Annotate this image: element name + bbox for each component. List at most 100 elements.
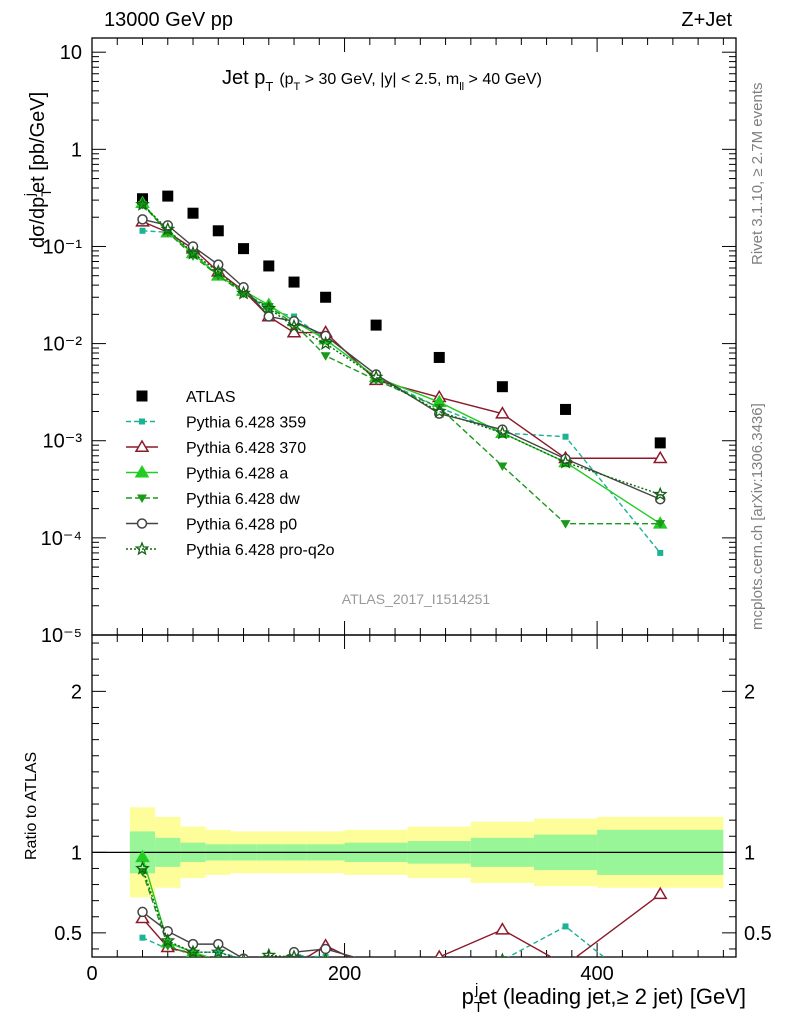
- y-tick-label-main: 10⁻³: [43, 431, 83, 453]
- main-title: Jet pT (pT > 30 GeV, |y| < 2.5, mll > 40 …: [222, 67, 542, 94]
- data-point-atlas: [654, 437, 666, 449]
- legend-marker-p370: [134, 439, 150, 452]
- ratio-point-dw: [238, 956, 249, 957]
- data-point-atlas: [433, 351, 445, 363]
- ratio-point-a: [215, 952, 221, 957]
- data-point-p359: [657, 549, 664, 556]
- ratio-point-proq2o: [210, 944, 226, 957]
- ratio-point-p359: [266, 957, 272, 963]
- ratio-point-p0: [498, 961, 507, 970]
- data-point-proq2o: [160, 221, 176, 236]
- data-point-p0: [137, 214, 148, 225]
- data-point-atlas: [288, 276, 300, 288]
- ratio-point-dw: [264, 962, 274, 971]
- y-tick-label-main: 10⁻²: [43, 334, 83, 356]
- data-point-atlas: [187, 207, 199, 219]
- ratio-point-proq2o: [655, 961, 666, 972]
- legend-label-proq2o: Pythia 6.428 pro-q2o: [186, 542, 335, 559]
- ratio-point-dw: [371, 966, 381, 975]
- y-tick-label-main: 10⁻⁵: [41, 625, 82, 647]
- ratio-point-p370: [370, 964, 382, 974]
- ratio-point-p0: [561, 961, 570, 970]
- data-point-proq2o: [495, 425, 510, 440]
- data-point-atlas: [560, 403, 572, 415]
- x-tick-label: 400: [580, 963, 613, 985]
- y-tick-label-ratio: 2: [71, 681, 82, 703]
- ratio-point-p0: [187, 938, 199, 950]
- y-tick-label-ratio-right: 1: [744, 842, 755, 864]
- data-point-dw: [560, 520, 571, 529]
- ratio-point-p370: [495, 922, 510, 935]
- ratio-point-p0: [137, 906, 148, 918]
- ratio-point-dw: [213, 956, 224, 957]
- data-point-proq2o: [236, 285, 251, 300]
- legend-label-atlas: ATLAS: [186, 389, 236, 406]
- y-tick-label-ratio: 1: [71, 842, 82, 864]
- ratio-point-proq2o: [135, 860, 150, 875]
- data-point-proq2o: [652, 486, 668, 501]
- ratio-point-proq2o: [370, 961, 381, 972]
- ratio-point-p0: [213, 938, 224, 950]
- header-right: Z+Jet: [681, 9, 732, 31]
- legend-label-p370: Pythia 6.428 370: [186, 440, 306, 457]
- ratio-point-proq2o: [286, 949, 302, 957]
- axis-ticks: [91, 38, 736, 957]
- ratio-point-p359: [436, 962, 442, 968]
- legend-marker-dw: [137, 494, 147, 503]
- data-point-proq2o: [318, 335, 333, 350]
- ratio-point-p370: [288, 959, 300, 969]
- data-point-p0: [497, 424, 508, 435]
- ratio-series-layer: [135, 849, 668, 976]
- ratio-point-a: [370, 959, 382, 969]
- ratio-point-dw: [289, 962, 299, 971]
- x-tick-label: 0: [86, 963, 97, 985]
- ratio-point-p370: [434, 949, 444, 957]
- axis-tick-labels: 0 200 400 10 1 10⁻¹ 10⁻² 10⁻³ 10⁻⁴ 10⁻⁵ 0.5 0.5 1 1 2 2: [41, 42, 772, 985]
- ratio-point-p0: [320, 943, 331, 955]
- legend-marker-p359: [139, 418, 145, 425]
- data-point-proq2o: [135, 196, 150, 211]
- main-series-layer: [135, 190, 668, 556]
- ratio-point-proq2o: [160, 933, 176, 948]
- ratio-point-proq2o: [434, 962, 446, 973]
- ratio-point-proq2o: [500, 952, 505, 957]
- data-point-atlas: [212, 225, 224, 237]
- ratio-point-p0: [435, 965, 444, 974]
- ratio-panel-frame: [91, 634, 737, 958]
- y-tick-label-main: 1: [71, 139, 82, 161]
- data-point-proq2o: [286, 318, 302, 333]
- data-point-p370: [495, 406, 510, 419]
- y-tick-label-ratio-right: 0.5: [744, 923, 772, 945]
- ratio-point-p370: [652, 886, 668, 900]
- data-point-atlas: [162, 190, 174, 202]
- legend: ATLAS Pythia 6.428 359 Pythia 6.428 370 Pyt…: [126, 389, 335, 559]
- data-point-proq2o: [431, 403, 447, 418]
- rivet-version-label: Rivet 3.1.10, ≥ 2.7M events: [749, 83, 766, 266]
- ratio-point-p370: [263, 959, 275, 969]
- ratio-point-proq2o: [185, 944, 201, 957]
- x-tick-label: 200: [328, 963, 361, 985]
- data-point-dw: [320, 352, 331, 361]
- y-tick-label-main: 10: [60, 42, 82, 64]
- legend-marker-atlas: [136, 390, 148, 402]
- legend-label-a: Pythia 6.428 a: [186, 466, 288, 483]
- ratio-point-a: [496, 959, 508, 969]
- data-point-dw: [497, 462, 508, 471]
- ratio-point-a: [268, 955, 270, 957]
- ratio-point-a: [433, 959, 445, 969]
- y-tick-label-main: 10⁻¹: [43, 236, 83, 258]
- y-tick-label-main: 10⁻⁴: [41, 528, 82, 550]
- main-y-axis-label: dσ/dpTjet [pb/GeV]: [21, 92, 54, 248]
- ratio-point-p0: [372, 959, 381, 968]
- header-left: 13000 GeV pp: [104, 9, 233, 31]
- ratio-point-dw: [434, 966, 444, 975]
- data-point-atlas: [320, 291, 332, 303]
- data-point-atlas: [370, 319, 382, 331]
- analysis-id: ATLAS_2017_I1514251: [342, 591, 491, 607]
- ratio-point-p370: [135, 910, 150, 924]
- legend-marker-a: [134, 465, 150, 478]
- ratio-point-a: [560, 959, 572, 969]
- data-point-atlas: [238, 243, 250, 255]
- ratio-point-p0: [656, 967, 665, 976]
